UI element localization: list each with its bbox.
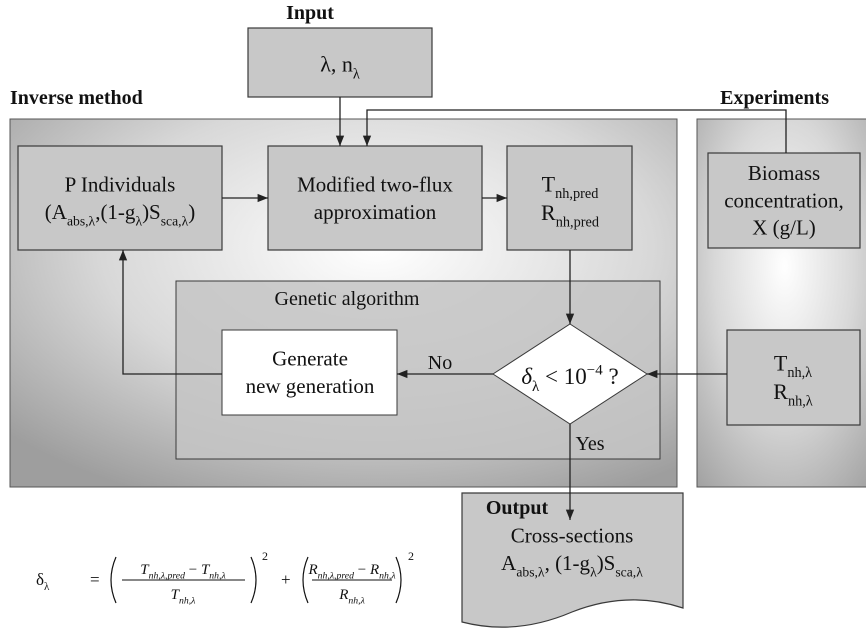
biomass-box xyxy=(707,152,861,249)
text-segment: Generate xyxy=(272,347,348,371)
two-flux-text: approximation xyxy=(314,200,437,224)
text-segment: nh,λ,pred xyxy=(318,571,354,582)
text-segment: T xyxy=(171,587,181,603)
measured-box xyxy=(726,329,861,426)
no-label: No xyxy=(428,352,452,374)
text-segment: −4 xyxy=(587,362,603,378)
text-segment: )S xyxy=(597,551,616,575)
input-box xyxy=(247,27,433,98)
text-segment: − xyxy=(185,562,201,578)
biomass-text: concentration, xyxy=(724,188,844,212)
formula-numerator: Tnh,λ,pred − Tnh,λ xyxy=(140,562,225,582)
text-segment: abs,λ xyxy=(67,213,96,228)
text-segment: λ xyxy=(353,66,360,82)
text-segment: nh,λ xyxy=(209,571,225,582)
text-segment: nh,λ,pred xyxy=(149,571,185,582)
text-segment: ) xyxy=(188,200,195,224)
inverse-label: Inverse method xyxy=(10,87,143,109)
text-segment: X (g/L) xyxy=(752,216,816,240)
text-segment: T xyxy=(774,350,788,375)
genetic-label: Genetic algorithm xyxy=(275,288,420,310)
text-segment: Modified two-flux xyxy=(297,173,453,197)
text-segment: − xyxy=(354,562,370,578)
biomass-text: X (g/L) xyxy=(752,216,816,240)
measured-text: Rnh,λ xyxy=(773,379,813,410)
two-flux-text: Modified two-flux xyxy=(297,173,453,197)
formula-power: 2 xyxy=(408,549,414,563)
measured-text: Tnh,λ xyxy=(774,350,812,381)
generate-box xyxy=(221,329,398,416)
individuals-box xyxy=(17,145,223,251)
text-segment: nh,pred xyxy=(556,215,599,231)
text-segment: nh,pred xyxy=(555,186,598,202)
text-segment: approximation xyxy=(314,200,437,224)
individuals-text: (Aabs,λ,(1-gλ)Ssca,λ) xyxy=(45,200,195,228)
formula-denominator: Rnh,λ xyxy=(338,587,365,607)
input-label: Input xyxy=(286,2,334,24)
input-text: λ, nλ xyxy=(320,52,360,83)
text-segment: T xyxy=(201,562,211,578)
formula-plus: + xyxy=(281,570,291,589)
text-segment: λ, n xyxy=(320,52,353,77)
text-segment: nh,λ xyxy=(787,365,812,381)
output-label: Output xyxy=(486,497,549,519)
biomass-text: Biomass xyxy=(748,161,820,185)
parentheses xyxy=(110,556,402,604)
text-segment: δ xyxy=(36,570,44,589)
predicted-text: Tnh,pred xyxy=(542,171,599,202)
text-segment: λ xyxy=(590,564,597,579)
experiments-label: Experiments xyxy=(720,87,829,109)
text-segment: λ xyxy=(135,213,142,228)
text-segment: new generation xyxy=(246,374,375,398)
text-segment: δ xyxy=(521,364,532,389)
text-segment: ? xyxy=(603,364,619,389)
text-segment: R xyxy=(307,562,317,578)
text-segment: < 10 xyxy=(539,364,586,389)
text-segment: Cross-sections xyxy=(511,524,634,548)
text-segment: sca,λ xyxy=(615,564,643,579)
text-segment: λ xyxy=(44,581,50,593)
text-segment: R xyxy=(773,379,788,404)
text-segment: abs,λ xyxy=(516,564,545,579)
arrow xyxy=(118,249,222,375)
text-segment: P Individuals xyxy=(65,173,176,197)
generate-text: new generation xyxy=(246,374,375,398)
formula-denominator: Tnh,λ xyxy=(171,587,196,607)
text-segment: , (1-g xyxy=(545,551,591,575)
text-segment: nh,λ xyxy=(348,596,364,607)
arrow xyxy=(362,109,787,153)
text-segment: T xyxy=(542,171,556,196)
output-box xyxy=(461,492,684,628)
text-segment: sca,λ xyxy=(161,213,189,228)
formula-numerator: Rnh,λ,pred − Rnh,λ xyxy=(307,562,395,582)
predicted-text: Rnh,pred xyxy=(541,200,599,231)
text-segment: R xyxy=(338,587,348,603)
formula-equals: = xyxy=(90,570,100,589)
decision-text: δλ < 10−4 ? xyxy=(521,362,618,395)
generate-text: Generate xyxy=(272,347,348,371)
text-segment: concentration, xyxy=(724,188,844,212)
individuals-text: P Individuals xyxy=(65,173,176,197)
text-segment: T xyxy=(140,562,150,578)
text-segment: nh,λ xyxy=(179,596,195,607)
text-segment: λ xyxy=(532,379,540,395)
text-segment: nh,λ xyxy=(788,394,813,410)
formula-power: 2 xyxy=(262,549,268,563)
text-segment: (A xyxy=(45,200,68,224)
text-segment: ,(1-g xyxy=(95,200,136,224)
text-segment: R xyxy=(369,562,379,578)
predicted-box xyxy=(506,145,633,251)
text-segment: Biomass xyxy=(748,161,820,185)
two-flux-box xyxy=(267,145,483,251)
text-segment: )S xyxy=(142,200,161,224)
yes-label: Yes xyxy=(575,433,604,455)
formula-lhs: δλ xyxy=(36,570,50,593)
output-text: Cross-sections xyxy=(511,524,634,548)
text-segment: A xyxy=(501,551,517,575)
text-segment: R xyxy=(541,200,556,225)
output-text: Aabs,λ, (1-gλ)Ssca,λ xyxy=(501,551,643,579)
text-segment: nh,λ xyxy=(379,571,395,582)
